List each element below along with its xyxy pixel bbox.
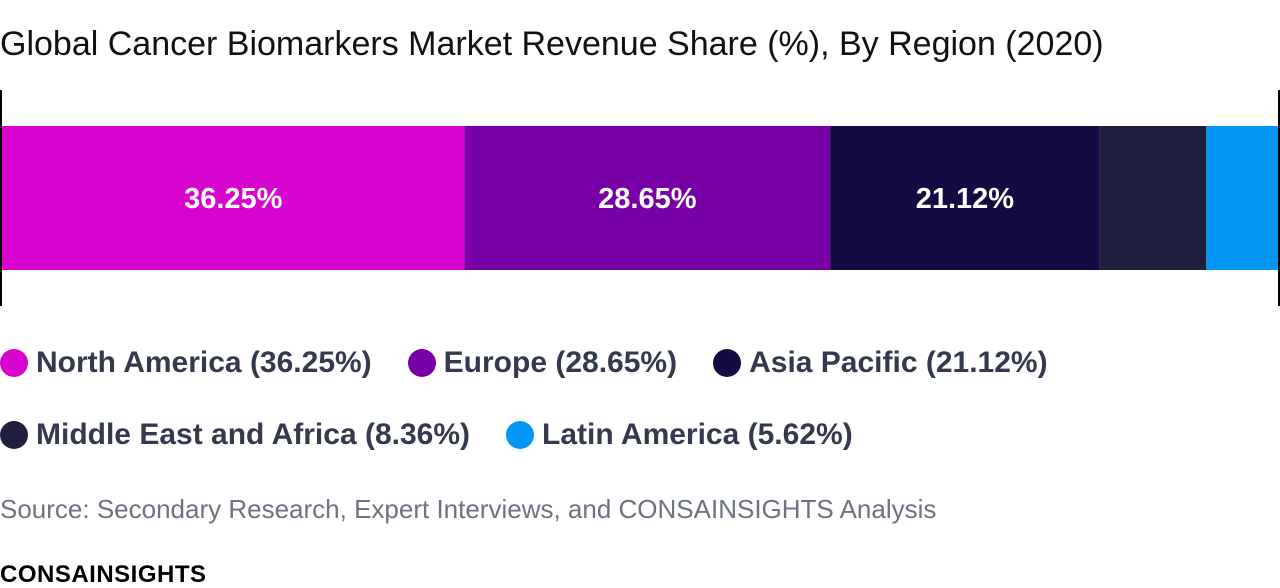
legend-swatch	[713, 349, 742, 377]
legend-row-2: Middle East and Africa (8.36%) Latin Ame…	[0, 418, 889, 452]
legend-item-asia-pacific[interactable]: Asia Pacific (21.12%)	[713, 346, 1048, 380]
bar-segment-north-america	[2, 126, 465, 270]
legend-swatch	[506, 421, 535, 449]
data-label-asia-pacific: 21.12%	[916, 183, 1015, 215]
legend-label: Europe (28.65%)	[443, 346, 678, 379]
source-note: Source: Secondary Research, Expert Inter…	[0, 494, 937, 524]
bar-segment-asia-pacific	[830, 126, 1100, 270]
brand-logo: CONSAINSIGHTS	[0, 561, 207, 588]
chart-title: Global Cancer Biomarkers Market Revenue …	[0, 25, 1104, 63]
legend-label: Middle East and Africa (8.36%)	[36, 418, 471, 451]
legend-swatch	[0, 421, 28, 449]
legend-label: Asia Pacific (21.12%)	[749, 346, 1048, 379]
legend-label: North America (36.25%)	[36, 346, 372, 379]
legend-item-europe[interactable]: Europe (28.65%)	[407, 346, 678, 380]
legend-item-north-america[interactable]: North America (36.25%)	[0, 346, 372, 380]
legend-item-middle-east-and-africa[interactable]: Middle East and Africa (8.36%)	[0, 418, 470, 452]
legend-swatch	[407, 349, 436, 377]
legend-label: Latin America (5.62%)	[542, 418, 853, 451]
legend-row-1: North America (36.25%) Europe (28.65%) A…	[0, 346, 1084, 380]
data-label-europe: 28.65%	[598, 183, 697, 215]
legend-item-latin-america[interactable]: Latin America (5.62%)	[506, 418, 853, 452]
stacked-bar-chart: 36.25% 28.65% 21.12%	[0, 90, 1280, 306]
bar-segment-europe	[464, 126, 831, 270]
bar-segment-middle-east-and-africa	[1099, 126, 1207, 270]
bar-segment-latin-america	[1206, 126, 1278, 270]
data-label-north-america: 36.25%	[184, 183, 283, 215]
legend-swatch	[0, 349, 28, 377]
